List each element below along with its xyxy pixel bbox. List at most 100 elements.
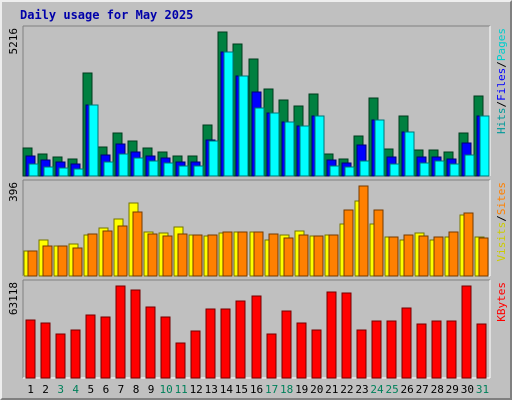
panel-middle: 396 Visits/Sites — [7, 179, 508, 277]
bar-pages-20 — [314, 115, 325, 177]
bar-pages-10 — [163, 162, 174, 177]
bar-pages-21 — [329, 165, 340, 177]
bar-pages-4 — [73, 168, 84, 177]
bar-pages-1 — [28, 163, 39, 177]
bar-sites-3 — [57, 245, 68, 277]
bar-sites-2 — [42, 245, 53, 277]
x-tick-label-25: 25 — [385, 383, 398, 396]
bar-pages-25 — [389, 163, 400, 177]
bar-sites-11 — [177, 233, 188, 277]
bar-sites-8 — [132, 211, 143, 277]
bar-kbytes-15 — [235, 300, 246, 379]
bar-sites-18 — [283, 237, 294, 277]
bar-sites-12 — [192, 234, 203, 277]
bar-kbytes-31 — [476, 323, 487, 379]
bar-pages-30 — [464, 154, 475, 177]
bar-kbytes-20 — [311, 329, 322, 379]
bar-kbytes-13 — [205, 308, 216, 379]
bar-sites-20 — [313, 235, 324, 277]
bar-pages-19 — [299, 125, 310, 177]
bar-kbytes-22 — [341, 292, 352, 379]
x-tick-label-16: 16 — [250, 383, 263, 396]
bar-sites-26 — [403, 234, 414, 277]
bar-pages-2 — [43, 166, 54, 177]
bar-pages-18 — [284, 121, 295, 177]
bar-kbytes-1 — [25, 319, 36, 379]
bar-sites-31 — [478, 237, 489, 277]
x-tick-label-27: 27 — [416, 383, 429, 396]
bar-kbytes-29 — [446, 320, 457, 379]
legend-label: Pages — [495, 28, 508, 61]
bar-pages-17 — [269, 112, 280, 177]
bar-pages-27 — [419, 162, 430, 177]
bar-kbytes-18 — [281, 310, 292, 379]
bar-kbytes-27 — [416, 323, 427, 379]
legend-label: / — [495, 61, 508, 68]
bar-sites-15 — [237, 231, 248, 277]
bar-sites-19 — [298, 234, 309, 277]
bar-kbytes-6 — [100, 316, 111, 379]
bar-sites-10 — [162, 235, 173, 277]
bar-sites-23 — [358, 185, 369, 277]
bar-kbytes-25 — [386, 320, 397, 379]
x-tick-label-31: 31 — [476, 383, 489, 396]
x-tick-label-6: 6 — [103, 383, 110, 396]
bar-pages-9 — [148, 160, 159, 177]
panel-bottom: 63118 KBytes — [7, 279, 508, 379]
legend-bottom: KBytes — [495, 282, 508, 322]
x-tick-label-7: 7 — [118, 383, 125, 396]
bar-sites-4 — [72, 247, 83, 277]
x-tick-label-15: 15 — [235, 383, 248, 396]
bar-kbytes-12 — [190, 330, 201, 379]
bar-pages-29 — [449, 163, 460, 177]
bar-kbytes-3 — [55, 333, 66, 379]
bar-kbytes-14 — [220, 308, 231, 379]
bar-pages-16 — [254, 107, 265, 177]
x-tick-label-30: 30 — [461, 383, 474, 396]
bar-pages-14 — [223, 51, 234, 177]
bar-kbytes-30 — [461, 285, 472, 379]
legend-label: Visits — [495, 222, 508, 262]
bar-kbytes-21 — [326, 291, 337, 379]
bar-pages-28 — [434, 160, 445, 177]
x-tick-label-29: 29 — [446, 383, 459, 396]
x-tick-label-4: 4 — [72, 383, 79, 396]
bar-kbytes-7 — [115, 285, 126, 379]
bar-kbytes-11 — [175, 342, 186, 379]
bar-pages-23 — [359, 160, 370, 177]
x-tick-label-20: 20 — [310, 383, 323, 396]
bar-kbytes-28 — [431, 320, 442, 379]
bar-pages-12 — [193, 165, 204, 177]
x-tick-label-12: 12 — [190, 383, 203, 396]
x-tick-label-5: 5 — [87, 383, 94, 396]
bar-sites-29 — [448, 231, 459, 277]
x-tick-label-13: 13 — [205, 383, 218, 396]
bar-kbytes-17 — [266, 333, 277, 379]
bar-sites-21 — [328, 234, 339, 277]
bar-pages-24 — [374, 119, 385, 177]
x-tick-label-22: 22 — [340, 383, 353, 396]
x-tick-label-24: 24 — [370, 383, 384, 396]
bar-sites-14 — [222, 231, 233, 277]
bar-kbytes-23 — [356, 329, 367, 379]
bar-kbytes-10 — [160, 316, 171, 379]
x-tick-label-2: 2 — [42, 383, 49, 396]
bar-kbytes-5 — [85, 314, 96, 379]
legend-label: Files — [495, 68, 508, 101]
bar-kbytes-24 — [371, 320, 382, 379]
x-tick-label-10: 10 — [159, 383, 172, 396]
bar-sites-27 — [418, 235, 429, 277]
bar-pages-26 — [404, 131, 415, 177]
bar-sites-9 — [147, 233, 158, 277]
legend-top: Hits/Files/Pages — [495, 28, 508, 134]
x-tick-label-1: 1 — [27, 383, 34, 396]
x-tick-label-3: 3 — [57, 383, 64, 396]
legend-label: / — [495, 101, 508, 108]
bar-sites-30 — [463, 212, 474, 277]
bar-sites-28 — [433, 236, 444, 277]
bar-sites-1 — [27, 250, 38, 277]
legend-label: KBytes — [495, 282, 508, 322]
bar-pages-7 — [118, 153, 129, 177]
